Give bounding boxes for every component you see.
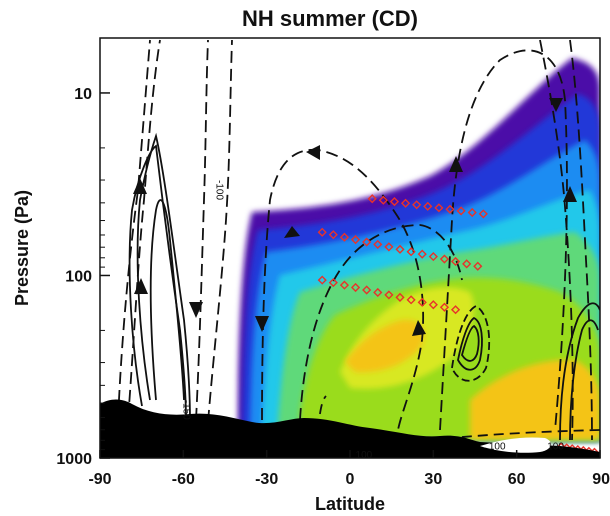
arrow-up-center xyxy=(412,320,426,336)
terrain-mask xyxy=(100,399,600,458)
arrow-down-sh xyxy=(255,316,269,332)
x-tick-label-6: 90 xyxy=(592,471,610,488)
contour-label-2: 100 xyxy=(489,442,506,453)
marker-s1-3 xyxy=(350,235,361,245)
contour-label-4: 100 xyxy=(356,450,373,461)
arrow-up-mid xyxy=(449,156,463,172)
arrow-up-left-1 xyxy=(133,178,147,194)
y-tick-label-0: 10 xyxy=(74,86,92,103)
contour-inner-loop-2 xyxy=(461,324,480,362)
arrow-up-right xyxy=(563,186,577,202)
marker-s2-1 xyxy=(328,278,338,288)
marker-s0-6 xyxy=(434,203,444,213)
marker-s2-7 xyxy=(395,292,405,302)
x-axis-label: Latitude xyxy=(315,494,385,514)
contour-dash-4 xyxy=(207,39,233,423)
terrain-white-patch xyxy=(480,437,552,453)
marker-s2-5 xyxy=(373,287,383,298)
marker-s0-9 xyxy=(467,207,477,218)
contour-low-dash-2 xyxy=(429,429,600,441)
marker-s2-4 xyxy=(362,285,372,295)
contour-lines xyxy=(117,39,600,441)
plot-area: -100 -150 100 100 100 xyxy=(100,39,600,461)
contour-tall-loop xyxy=(439,49,568,431)
marker-s0-2 xyxy=(389,197,400,207)
y-tick-label-2: 1000 xyxy=(56,451,92,468)
marker-s1-0 xyxy=(317,227,327,237)
x-tick-label-5: 60 xyxy=(508,471,526,488)
marker-s1-7 xyxy=(395,244,405,254)
chart-title: NH summer (CD) xyxy=(242,6,418,31)
marker-s1-12 xyxy=(450,256,461,267)
marker-s1-8 xyxy=(406,247,416,257)
contour-left-solid-3 xyxy=(149,199,185,401)
marker-s1-10 xyxy=(428,251,438,262)
x-axis: -90 -60 -30 0 30 60 90 xyxy=(88,450,610,488)
contour-left-solid-2 xyxy=(128,144,187,419)
y-axis-label: Pressure (Pa) xyxy=(12,190,32,306)
contour-inner-loop-1 xyxy=(457,316,483,371)
contour-inner-loop-3 xyxy=(451,304,491,382)
contour-streamline-main xyxy=(261,148,425,431)
marker-s2-0 xyxy=(317,275,327,285)
y-axis: 10 100 1000 xyxy=(56,86,110,468)
contour-right-solid-2 xyxy=(559,302,600,441)
marker-s0-7 xyxy=(445,204,455,214)
marker-s2-9 xyxy=(417,297,427,307)
marker-s0-4 xyxy=(412,200,422,210)
arrow-ne-1 xyxy=(284,226,300,238)
x-tick-label-3: 0 xyxy=(346,471,355,488)
x-tick-label-2: -30 xyxy=(255,471,278,488)
contour-dash-3 xyxy=(195,39,209,421)
contour-label-1: -150 xyxy=(180,400,191,420)
contour-label-0: -100 xyxy=(214,180,225,200)
arrow-left-top xyxy=(306,145,320,160)
marker-s2-11 xyxy=(439,302,450,312)
contour-dash-1 xyxy=(117,39,151,421)
marker-s1-13 xyxy=(462,259,472,269)
x-tick-label-0: -90 xyxy=(88,471,111,488)
marker-s0-5 xyxy=(423,201,433,211)
flow-arrows xyxy=(133,98,577,336)
marker-s1-4 xyxy=(362,237,372,247)
marker-s1-5 xyxy=(373,239,383,250)
marker-s2-12 xyxy=(450,305,461,315)
marker-s0-3 xyxy=(400,198,411,208)
contour-streamline-top xyxy=(299,224,463,421)
marker-s1-9 xyxy=(417,249,427,259)
marker-s0-10 xyxy=(478,209,488,219)
shade-band-9 xyxy=(470,359,600,440)
marker-s2-10 xyxy=(428,300,438,310)
arrow-up-left-2 xyxy=(134,278,148,294)
marker-s1-6 xyxy=(384,242,394,252)
x-tick-label-4: 30 xyxy=(424,471,442,488)
arrow-down-left xyxy=(189,302,203,318)
marker-s0-1 xyxy=(378,195,388,205)
arrow-down-right xyxy=(549,98,563,112)
contour-right-solid-1 xyxy=(569,319,599,441)
contour-labels: -100 -150 100 100 100 xyxy=(180,180,564,461)
contour-dash-2 xyxy=(127,39,161,421)
contour-right-dash-2 xyxy=(569,39,593,441)
marker-s2-8 xyxy=(406,295,416,305)
marker-s0-0 xyxy=(367,194,377,204)
shade-band-8 xyxy=(345,319,424,373)
marker-s2-3 xyxy=(350,282,361,293)
marker-s2-6 xyxy=(384,290,394,300)
y-tick-label-1: 100 xyxy=(65,268,92,285)
marker-s1-14 xyxy=(473,261,483,271)
contour-label-3: 100 xyxy=(547,442,564,453)
x-tick-label-1: -60 xyxy=(172,471,195,488)
marker-s2-2 xyxy=(339,280,350,290)
shaded-field xyxy=(238,58,600,440)
marker-s0-8 xyxy=(456,206,466,216)
marker-s1-1 xyxy=(328,230,338,240)
marker-s1-2 xyxy=(339,232,350,242)
marker-s1-11 xyxy=(439,254,450,264)
